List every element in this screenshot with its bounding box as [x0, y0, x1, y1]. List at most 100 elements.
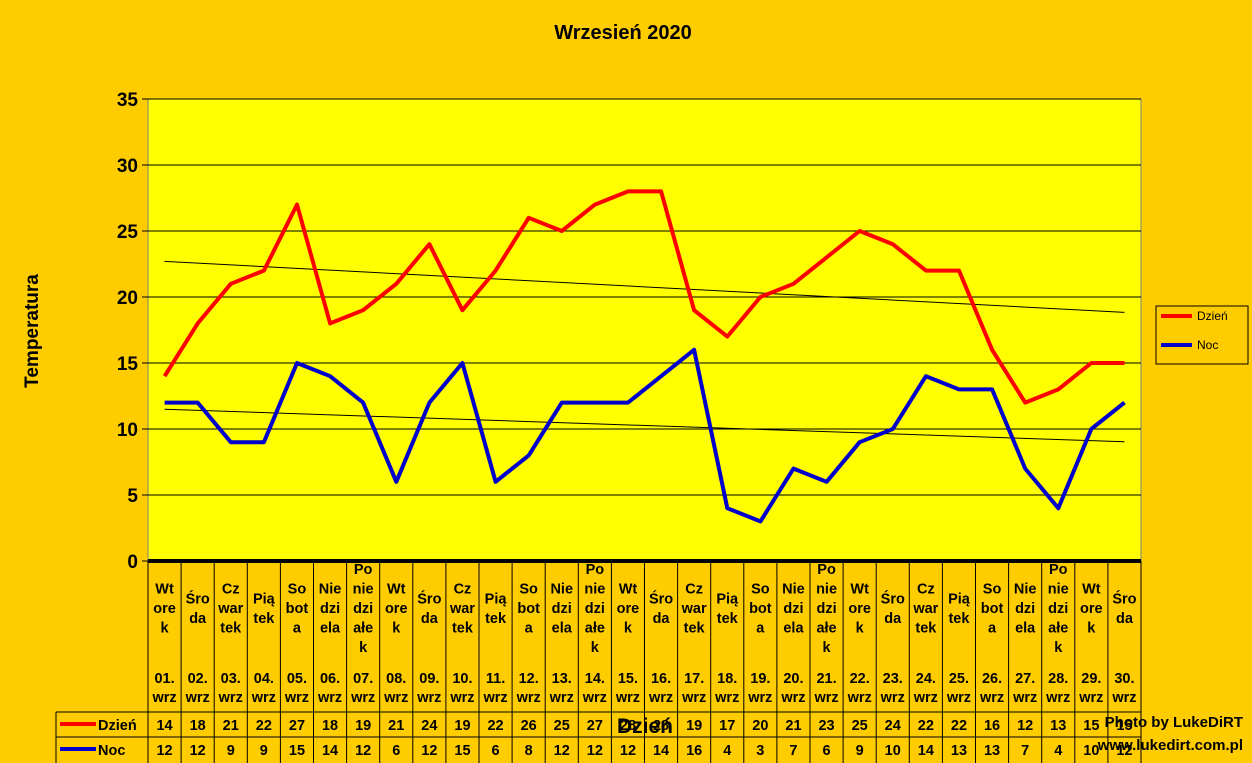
- table-cell-value: 19: [686, 718, 702, 734]
- category-date-text: 01.: [154, 671, 174, 687]
- table-cell-value: 25: [852, 718, 868, 734]
- legend: Dzień Noc: [1155, 305, 1249, 365]
- gridlines: [148, 98, 1141, 496]
- category-day-text: war: [681, 601, 707, 617]
- category-day-text: Po: [354, 562, 373, 578]
- category-day-text: Pią: [716, 591, 739, 607]
- category-date-text: wrz: [1012, 690, 1037, 706]
- category-day-text: Cz: [222, 582, 240, 598]
- category-day-text: So: [519, 582, 538, 598]
- category-date-text: 26.: [982, 671, 1002, 687]
- category-day-text: Śro: [649, 589, 673, 607]
- category-day-text: So: [751, 582, 770, 598]
- category-date-text: wrz: [813, 690, 838, 706]
- category-day-text: dzi: [552, 601, 572, 617]
- category-day-text: bot: [517, 601, 540, 617]
- category-day-text: Nie: [1014, 582, 1037, 598]
- table-cell-value: 27: [587, 718, 603, 734]
- category-label: Po nie dzi ałe k 07. wrz: [350, 562, 375, 706]
- y-tick-label: 15: [117, 354, 139, 375]
- category-date-text: 14.: [585, 671, 605, 687]
- category-date-text: 27.: [1015, 671, 1035, 687]
- table-cell-value: 14: [156, 718, 172, 734]
- table-cell-value: 12: [190, 743, 206, 759]
- category-day-text: nie: [1048, 582, 1069, 598]
- table-cell-value: 9: [227, 743, 235, 759]
- category-label: Śro da 02. wrz: [185, 589, 210, 706]
- series-lines: [162, 189, 1126, 524]
- table-cell-value: 23: [818, 718, 834, 734]
- table-cell-value: 14: [653, 743, 669, 759]
- series-line: [162, 189, 1125, 405]
- category-date-text: 21.: [816, 671, 836, 687]
- category-day-text: tek: [717, 611, 739, 627]
- category-day-text: k: [856, 621, 865, 637]
- category-label: Śro da 16. wrz: [648, 589, 673, 706]
- category-label: So bot a 19. wrz: [747, 582, 772, 707]
- category-label: Po nie dzi ałe k 21. wrz: [813, 562, 838, 706]
- table-cell-value: 22: [951, 718, 967, 734]
- category-day-text: dzi: [816, 601, 836, 617]
- table-cell-value: 12: [156, 743, 172, 759]
- category-day-text: k: [392, 621, 401, 637]
- category-day-text: dzi: [783, 601, 803, 617]
- y-tick-label: 30: [117, 156, 138, 177]
- category-day-text: k: [359, 640, 368, 656]
- category-day-text: nie: [816, 582, 837, 598]
- category-day-text: ela: [783, 621, 804, 637]
- category-date-text: 04.: [254, 671, 274, 687]
- table-cell-value: 12: [587, 743, 603, 759]
- y-tick-label: 20: [117, 288, 138, 309]
- table-cell-value: 22: [256, 718, 272, 734]
- category-day-text: Wt: [1082, 582, 1101, 598]
- table-cell-value: 24: [885, 718, 901, 734]
- table-cell-value: 19: [355, 718, 371, 734]
- table-cell-value: 13: [1050, 718, 1066, 734]
- category-day-text: Wt: [850, 582, 869, 598]
- category-date-text: wrz: [151, 690, 176, 706]
- category-date-text: wrz: [416, 690, 441, 706]
- category-day-text: ela: [320, 621, 341, 637]
- category-day-text: Po: [817, 562, 836, 578]
- category-label: Nie dzi ela 20. wrz: [780, 582, 805, 707]
- table-cell-value: 12: [1017, 718, 1033, 734]
- category-day-text: k: [1054, 640, 1063, 656]
- y-tick-label: 5: [127, 486, 138, 507]
- category-day-text: dzi: [353, 601, 373, 617]
- table-series-name: Dzień: [98, 718, 137, 734]
- table-cell-value: 12: [1116, 743, 1132, 759]
- category-day-text: Pią: [485, 591, 508, 607]
- category-label: Śro da 30. wrz: [1111, 589, 1136, 706]
- category-label: Cz war tek 03. wrz: [217, 582, 243, 707]
- table-cell-value: 16: [984, 718, 1000, 734]
- category-day-text: bot: [749, 601, 772, 617]
- category-day-text: nie: [353, 582, 374, 598]
- category-day-text: Śro: [881, 589, 905, 607]
- category-date-text: 17.: [684, 671, 704, 687]
- category-day-text: dzi: [1048, 601, 1068, 617]
- category-day-text: da: [189, 611, 207, 627]
- category-day-text: Cz: [454, 582, 472, 598]
- category-day-text: tek: [220, 621, 242, 637]
- category-day-text: ałe: [585, 621, 605, 637]
- category-day-text: Nie: [782, 582, 805, 598]
- table-cell-value: 15: [289, 743, 305, 759]
- y-axis-ticks: 0 5 10 15 20 25 30 35: [117, 90, 148, 573]
- table-cell-value: 13: [984, 743, 1000, 759]
- category-label: Po nie dzi ałe k 28. wrz: [1045, 562, 1070, 706]
- y-tick-label: 25: [117, 222, 139, 243]
- table-cell-value: 22: [918, 718, 934, 734]
- category-day-text: Pią: [948, 591, 971, 607]
- table-cell-value: 19: [454, 718, 470, 734]
- category-label: Cz war tek 10. wrz: [449, 582, 475, 707]
- category-label: Wt ore k 29. wrz: [1078, 582, 1103, 707]
- table-cell-value: 12: [355, 743, 371, 759]
- table-cell-value: 10: [885, 743, 901, 759]
- category-day-text: Po: [1049, 562, 1068, 578]
- category-date-text: wrz: [979, 690, 1004, 706]
- category-day-text: a: [293, 621, 302, 637]
- y-axis-label: Temperatura: [22, 274, 43, 388]
- category-day-text: k: [161, 621, 170, 637]
- table-series-name: Noc: [98, 743, 125, 759]
